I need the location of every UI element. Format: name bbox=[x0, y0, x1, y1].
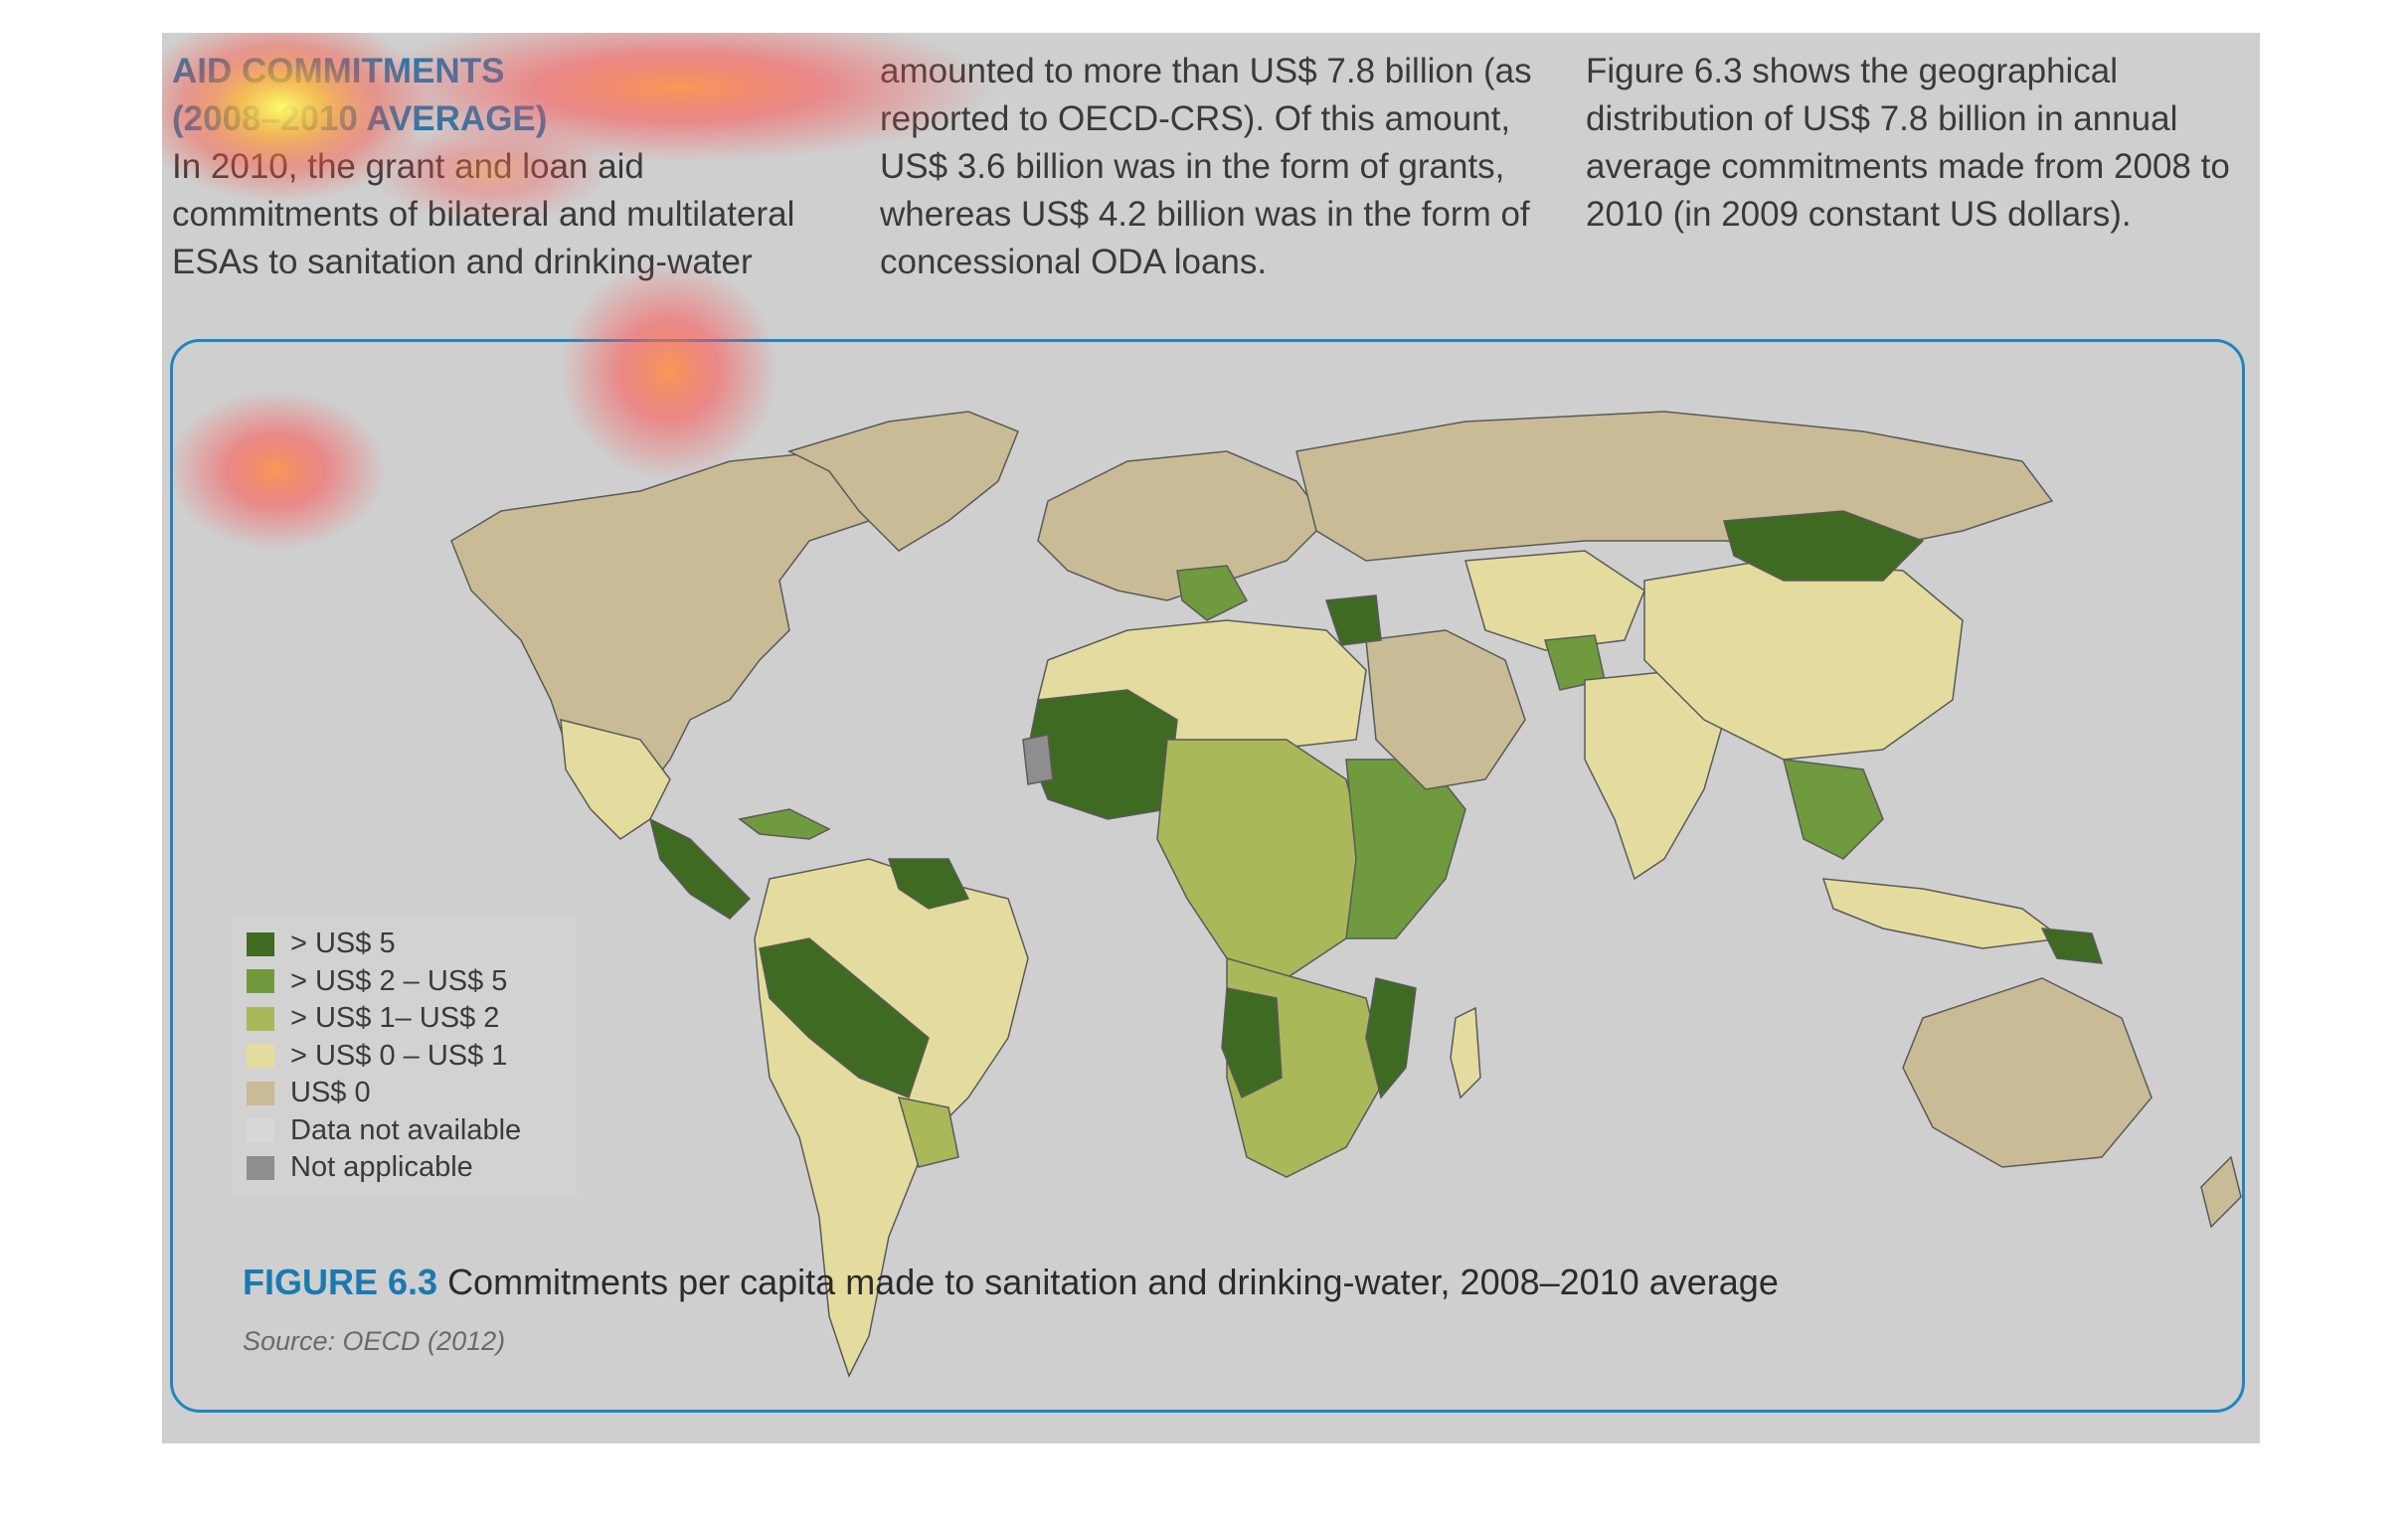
north-america bbox=[450, 450, 891, 821]
peru-bolivia bbox=[759, 937, 930, 1098]
madagascar bbox=[1450, 1006, 1481, 1099]
legend-item-no-data: Data not available bbox=[247, 1112, 567, 1150]
figure-frame: > US$ 5 > US$ 2 – US$ 5 > US$ 1– US$ 2 >… bbox=[170, 339, 2245, 1413]
balkans bbox=[1176, 565, 1249, 621]
caribbean bbox=[738, 808, 831, 840]
legend-item-1-2: > US$ 1– US$ 2 bbox=[247, 1000, 567, 1038]
column-1-body: In 2010, the grant and loan aid commitme… bbox=[172, 147, 795, 281]
section-heading-line-2: (2008–2010 AVERAGE) bbox=[172, 99, 548, 138]
document-page: AID COMMITMENTS (2008–2010 AVERAGE) In 2… bbox=[162, 33, 2260, 1443]
southeast-asia bbox=[1783, 759, 1884, 860]
papua-new-guinea bbox=[2040, 928, 2104, 964]
paraguay bbox=[897, 1097, 959, 1168]
figure-label: FIGURE 6.3 bbox=[243, 1262, 438, 1302]
legend-swatch bbox=[247, 1081, 274, 1105]
legend-item-zero: US$ 0 bbox=[247, 1075, 567, 1112]
western-sahara bbox=[1022, 734, 1054, 785]
column-2-body: amounted to more than US$ 7.8 billion (a… bbox=[880, 52, 1532, 281]
text-column-2: amounted to more than US$ 7.8 billion (a… bbox=[880, 48, 1546, 286]
figure-source: Source: OECD (2012) bbox=[243, 1326, 506, 1356]
legend-label: Not applicable bbox=[290, 1151, 473, 1184]
section-heading-line-1: AID COMMITMENTS bbox=[172, 52, 505, 90]
legend-swatch bbox=[247, 1006, 274, 1031]
legend-swatch bbox=[247, 931, 274, 956]
legend-item-2-5: > US$ 2 – US$ 5 bbox=[247, 963, 567, 1001]
greenland bbox=[786, 411, 1019, 552]
central-america bbox=[648, 817, 752, 920]
legend-item-0-1: > US$ 0 – US$ 1 bbox=[247, 1038, 567, 1076]
mexico bbox=[560, 719, 671, 840]
figure-caption-text: Commitments per capita made to sanitatio… bbox=[447, 1262, 1779, 1302]
legend-swatch bbox=[247, 1044, 274, 1069]
legend-label: > US$ 2 – US$ 5 bbox=[290, 964, 508, 997]
legend-label: US$ 0 bbox=[290, 1077, 371, 1109]
world-map bbox=[450, 411, 2242, 1378]
europe bbox=[1037, 450, 1327, 601]
new-zealand bbox=[2200, 1155, 2242, 1229]
legend-swatch bbox=[247, 1118, 274, 1143]
mozambique bbox=[1365, 977, 1417, 1099]
map-legend: > US$ 5 > US$ 2 – US$ 5 > US$ 1– US$ 2 >… bbox=[231, 914, 577, 1197]
legend-swatch bbox=[247, 969, 274, 994]
legend-item-not-applicable: Not applicable bbox=[247, 1149, 567, 1187]
guyana-suriname bbox=[887, 858, 970, 910]
text-column-1: AID COMMITMENTS (2008–2010 AVERAGE) In 2… bbox=[172, 48, 838, 286]
legend-label: > US$ 5 bbox=[290, 928, 396, 960]
australia bbox=[1902, 977, 2152, 1168]
central-asia bbox=[1464, 550, 1645, 651]
legend-label: Data not available bbox=[290, 1113, 522, 1146]
text-column-3: Figure 6.3 shows the geographical distri… bbox=[1586, 48, 2242, 239]
column-3-body: Figure 6.3 shows the geographical distri… bbox=[1586, 52, 2230, 234]
legend-label: > US$ 1– US$ 2 bbox=[290, 1002, 500, 1035]
legend-label: > US$ 0 – US$ 1 bbox=[290, 1039, 508, 1072]
middle-east bbox=[1365, 629, 1526, 790]
indonesia bbox=[1821, 878, 2064, 949]
figure-caption: FIGURE 6.3 Commitments per capita made to… bbox=[243, 1262, 1779, 1303]
legend-item-gt-5: > US$ 5 bbox=[247, 926, 567, 963]
mongolia bbox=[1723, 510, 1925, 582]
namibia bbox=[1221, 987, 1283, 1099]
levant bbox=[1324, 594, 1382, 646]
russia bbox=[1295, 411, 2054, 562]
legend-swatch bbox=[247, 1155, 274, 1180]
central-africa bbox=[1156, 739, 1367, 979]
